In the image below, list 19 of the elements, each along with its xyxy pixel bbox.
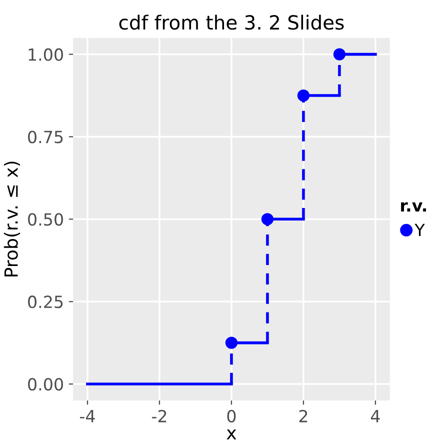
point	[297, 89, 310, 102]
x-tick-label: -4	[80, 410, 95, 422]
x-tick-label: 2	[299, 410, 308, 422]
x-tick-label: 0	[227, 410, 236, 422]
y-tick-label: 0.00	[28, 378, 63, 391]
legend-title: r.v.	[401, 202, 426, 212]
y-tick-label: 0.75	[28, 130, 63, 144]
y-tick-label: 0.25	[28, 296, 63, 308]
point	[225, 336, 238, 349]
x-tick-label: -2	[152, 410, 166, 422]
y-axis-title: Prob(r.v. ≤ x)	[4, 162, 20, 276]
legend-label: Y	[414, 224, 425, 236]
point	[261, 213, 274, 226]
x-tick-label: 4	[370, 410, 380, 422]
x-axis-title: x	[226, 430, 236, 440]
y-tick-label: 1.00	[28, 48, 63, 61]
point	[333, 48, 346, 60]
chart-title: cdf from the 3. 2 Slides	[119, 14, 344, 30]
y-tick-label: 0.50	[28, 213, 63, 226]
